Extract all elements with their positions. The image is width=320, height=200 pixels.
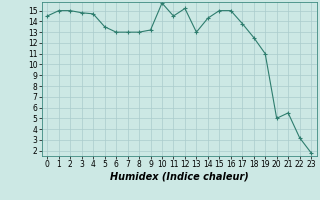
X-axis label: Humidex (Indice chaleur): Humidex (Indice chaleur) xyxy=(110,172,249,182)
